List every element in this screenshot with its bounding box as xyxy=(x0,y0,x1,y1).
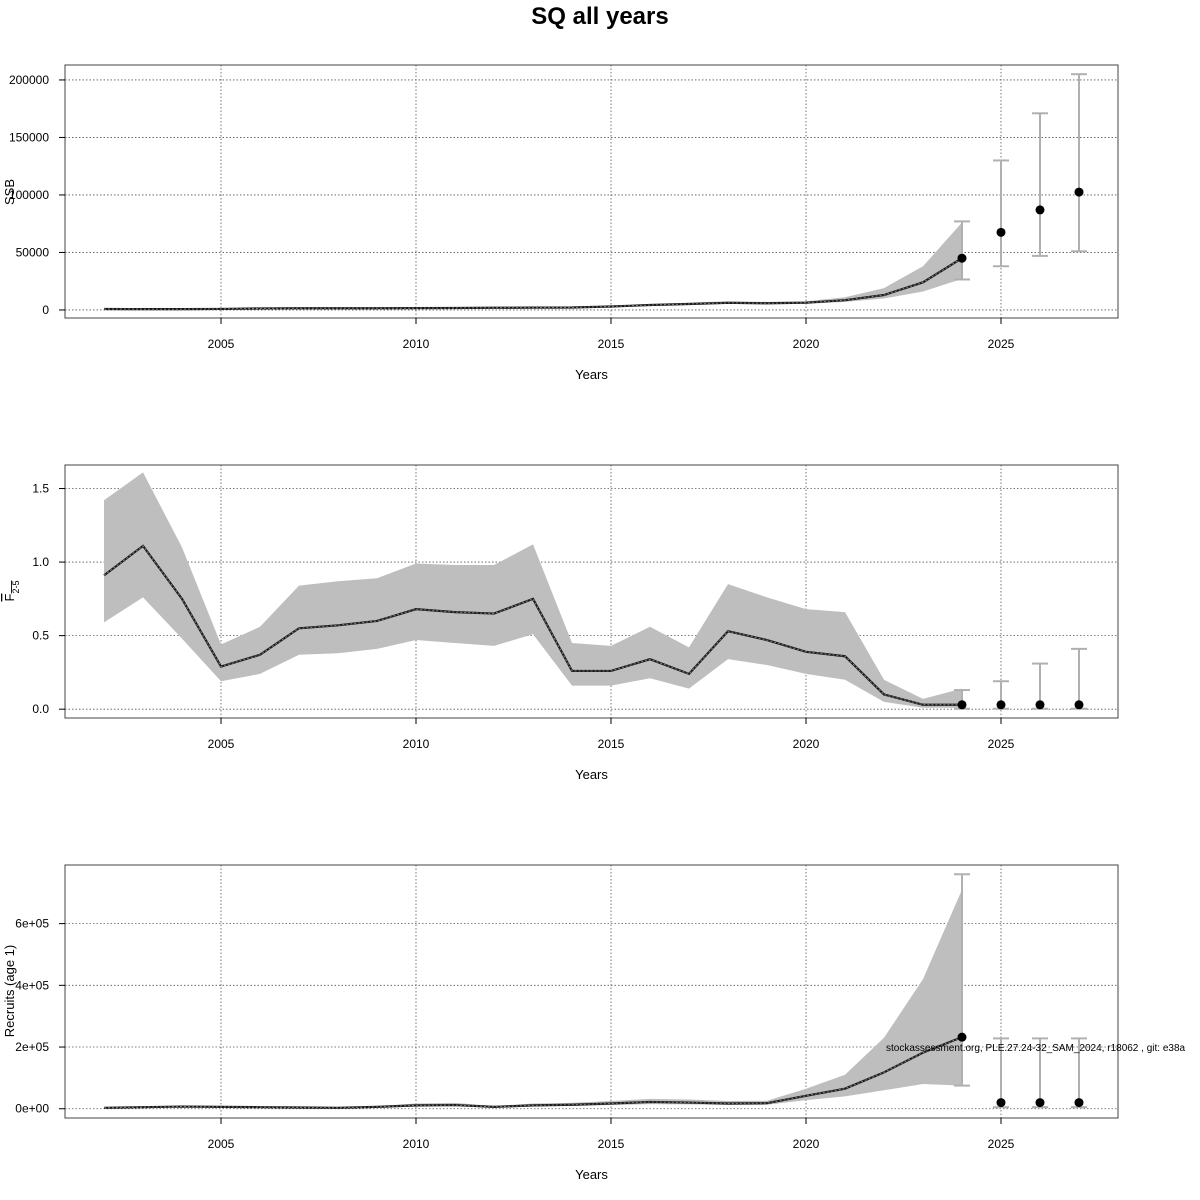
forecast-point xyxy=(1074,700,1084,710)
y-tick-label: 2e+05 xyxy=(15,1040,49,1054)
y-axis-label-main: F xyxy=(2,593,17,601)
forecast-point xyxy=(957,1032,967,1042)
x-tick-label: 2025 xyxy=(988,737,1015,751)
y-tick-label: 50000 xyxy=(16,245,50,259)
chart-title: SQ all years xyxy=(531,3,668,30)
x-tick-label: 2015 xyxy=(598,737,625,751)
x-tick-label: 2010 xyxy=(403,1137,430,1151)
forecast-point xyxy=(1035,700,1045,710)
estimate-line xyxy=(103,257,963,311)
y-tick-label: 6e+05 xyxy=(15,917,49,931)
y-tick-label: 1.5 xyxy=(32,482,49,496)
plot-frame xyxy=(64,464,1119,719)
confidence-band xyxy=(104,222,962,310)
x-tick-label: 2020 xyxy=(793,337,820,351)
x-tick-label: 2010 xyxy=(403,337,430,351)
y-tick-label: 0 xyxy=(42,303,49,317)
y-axis-label-main: SSB xyxy=(2,179,17,205)
y-axis-label-sub: 2-5 xyxy=(11,581,21,594)
panels: 2005 2010 2015 2020 2025 0 50000 100000 150000 20… xyxy=(2,64,1119,1182)
x-axis-label: Years xyxy=(575,367,608,382)
x-tick-label: 2010 xyxy=(403,737,430,751)
forecast-point xyxy=(996,1098,1006,1108)
forecast-point xyxy=(1035,205,1045,215)
panel-1: 2005 2010 2015 2020 2025 0 50000 100000 150000 20… xyxy=(2,64,1119,382)
x-tick-label: 2015 xyxy=(598,1137,625,1151)
forecast-point xyxy=(996,227,1006,237)
y-tick-label: 0e+00 xyxy=(15,1102,49,1116)
x-tick-label: 2025 xyxy=(988,337,1015,351)
y-tick-label: 0.0 xyxy=(32,702,49,716)
plot-frame xyxy=(64,864,1119,1119)
y-axis-label-main: Recruits (age 1) xyxy=(2,945,17,1037)
x-tick-label: 2005 xyxy=(208,737,235,751)
forecast-point xyxy=(1035,1098,1045,1108)
x-axis-label: Years xyxy=(575,767,608,782)
x-tick-label: 2015 xyxy=(598,337,625,351)
confidence-band xyxy=(104,889,962,1109)
footnote: stockassessment.org, PLE.27.24-32_SAM_20… xyxy=(886,1043,1186,1054)
y-axis-label: Recruits (age 1) xyxy=(2,945,17,1037)
y-tick-label: 0.5 xyxy=(32,629,49,643)
x-tick-label: 2020 xyxy=(793,737,820,751)
y-tick-label: 4e+05 xyxy=(15,978,49,992)
forecast-point xyxy=(957,253,967,263)
panel-3: 2005 2010 2015 2020 2025 0e+00 2e+05 4e+05 6e+05… xyxy=(2,864,1119,1182)
x-tick-label: 2005 xyxy=(208,1137,235,1151)
forecast-point xyxy=(1074,187,1084,197)
y-tick-label: 150000 xyxy=(9,130,49,144)
forecast-point xyxy=(996,700,1006,710)
y-axis-label: F2-5 xyxy=(2,581,21,602)
forecast-point xyxy=(1074,1098,1084,1108)
x-axis-label: Years xyxy=(575,1167,608,1182)
forecast-point xyxy=(957,700,967,710)
y-tick-label: 100000 xyxy=(9,188,49,202)
plot-frame xyxy=(64,64,1119,319)
y-axis-label: SSB xyxy=(2,179,17,205)
estimate-line-dots xyxy=(103,257,963,310)
estimate-line xyxy=(103,544,962,706)
confidence-band xyxy=(104,472,962,708)
x-tick-label: 2020 xyxy=(793,1137,820,1151)
y-tick-label: 200000 xyxy=(9,73,49,87)
y-tick-label: 1.0 xyxy=(32,555,49,569)
x-tick-label: 2005 xyxy=(208,337,235,351)
x-tick-label: 2025 xyxy=(988,1137,1015,1151)
panel-2: 2005 2010 2015 2020 2025 0.0 0.5 1.0 1.5 Years F2-… xyxy=(2,464,1119,782)
estimate-line-dots xyxy=(103,1036,963,1109)
